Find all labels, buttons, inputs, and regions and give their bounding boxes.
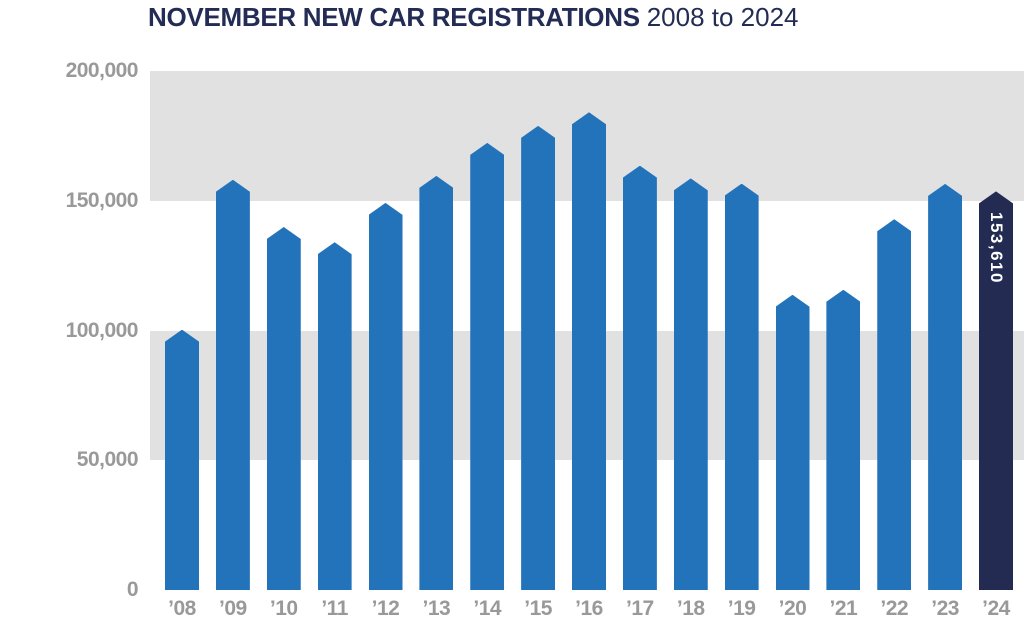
x-tick-label: ’18 xyxy=(676,597,705,620)
x-tick-label: ’16 xyxy=(575,597,603,620)
bar-2008 xyxy=(165,329,199,590)
bar-2016 xyxy=(572,112,606,590)
bar-2024: 153,610 xyxy=(979,191,1013,590)
x-axis: ’08 ’09 ’10 ’11 ’12 ’13 ’14 ’15 ’16 ’17 ’18 ’19 ’20 ’… xyxy=(150,597,1024,621)
y-axis: 200,000 150,000 100,000 50,000 0 xyxy=(0,0,139,634)
y-tick-label: 100,000 xyxy=(65,318,139,342)
chart-title-main: NOVEMBER NEW CAR REGISTRATIONS xyxy=(148,2,640,32)
bar-2022 xyxy=(877,219,912,590)
x-tick-label: ’20 xyxy=(778,597,807,620)
x-tick-label: ’22 xyxy=(880,597,909,620)
y-tick-label: 0 xyxy=(126,578,139,601)
x-tick-label: ’19 xyxy=(727,597,756,620)
x-tick-label: ’08 xyxy=(168,597,196,620)
bar-2021 xyxy=(826,289,861,590)
y-tick-label: 50,000 xyxy=(76,448,139,472)
x-tick-label: ’12 xyxy=(371,597,400,620)
y-tick-label: 150,000 xyxy=(65,188,139,212)
bar-2019 xyxy=(724,183,759,590)
x-tick-label: ’15 xyxy=(524,597,552,620)
y-tick-label: 200,000 xyxy=(65,59,139,82)
x-tick-label: ’14 xyxy=(473,597,502,620)
x-tick-label: ’09 xyxy=(219,597,247,620)
bar-value-label: 153,610 xyxy=(987,212,1006,285)
x-tick-label: ’21 xyxy=(829,597,858,620)
bar-2011 xyxy=(317,242,352,590)
plot-area: 153,610 xyxy=(150,71,1024,590)
bar-2013 xyxy=(419,175,454,590)
x-tick-label: ’10 xyxy=(269,597,298,620)
bar-2009 xyxy=(215,179,250,590)
x-tick-label: ’11 xyxy=(321,597,348,620)
bars-container: 153,610 xyxy=(150,71,1024,590)
bar-2012 xyxy=(368,202,403,590)
bar-2014 xyxy=(470,142,505,590)
bar-2017 xyxy=(622,165,657,590)
bar-2020 xyxy=(775,294,810,590)
x-tick-label: ’17 xyxy=(626,597,654,620)
bar-2010 xyxy=(266,227,301,590)
bar-2015 xyxy=(521,125,556,590)
bar-2023 xyxy=(928,183,963,590)
x-tick-label: ’23 xyxy=(931,597,959,620)
bar-2018 xyxy=(673,178,708,590)
x-tick-label: ’24 xyxy=(982,597,1010,620)
chart-title: NOVEMBER NEW CAR REGISTRATIONS 2008 to 2… xyxy=(148,2,799,32)
x-tick-label: ’13 xyxy=(422,597,451,620)
chart-title-range: 2008 to 2024 xyxy=(646,2,799,32)
